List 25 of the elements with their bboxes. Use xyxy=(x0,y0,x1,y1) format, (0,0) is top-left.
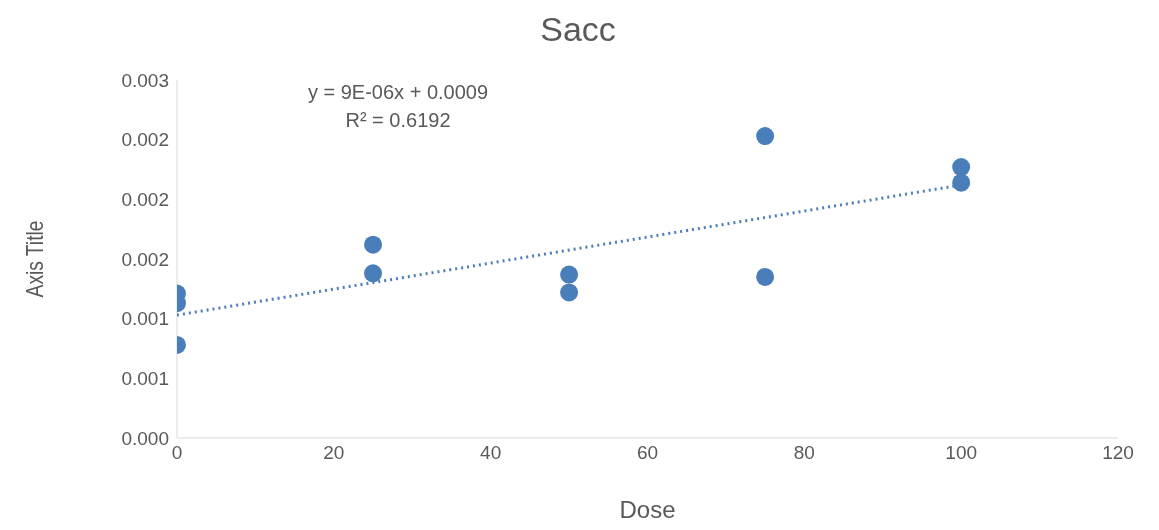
y-axis-title: Axis Title xyxy=(21,220,49,298)
x-tick-label: 80 xyxy=(793,442,815,464)
x-tick-label: 120 xyxy=(1102,442,1134,464)
x-tick-label: 0 xyxy=(171,442,183,464)
y-tick-label: 0.001 xyxy=(121,308,169,330)
y-tick-label: 0.002 xyxy=(121,129,169,151)
x-axis-title: Dose xyxy=(618,496,677,524)
x-tick-label: 60 xyxy=(636,442,659,464)
y-tick-label: 0.002 xyxy=(121,189,169,211)
point xyxy=(952,158,971,177)
annotation: R² = 0.6192 xyxy=(344,108,452,133)
y-tick-label: 0.000 xyxy=(121,427,169,449)
annotation: y = 9E-06x + 0.0009 xyxy=(306,80,490,105)
x-tick-label: 40 xyxy=(480,442,502,464)
point xyxy=(756,127,775,146)
chart-title: Sacc xyxy=(539,10,617,49)
y-tick-label: 0.002 xyxy=(121,248,169,270)
point xyxy=(560,283,579,302)
x-tick-label: 100 xyxy=(945,442,978,464)
point xyxy=(952,173,971,192)
y-tick-label: 0.003 xyxy=(121,69,169,91)
point xyxy=(756,267,775,286)
y-tick-label: 0.001 xyxy=(121,368,169,390)
point xyxy=(560,265,579,284)
x-tick-label: 20 xyxy=(323,442,345,464)
